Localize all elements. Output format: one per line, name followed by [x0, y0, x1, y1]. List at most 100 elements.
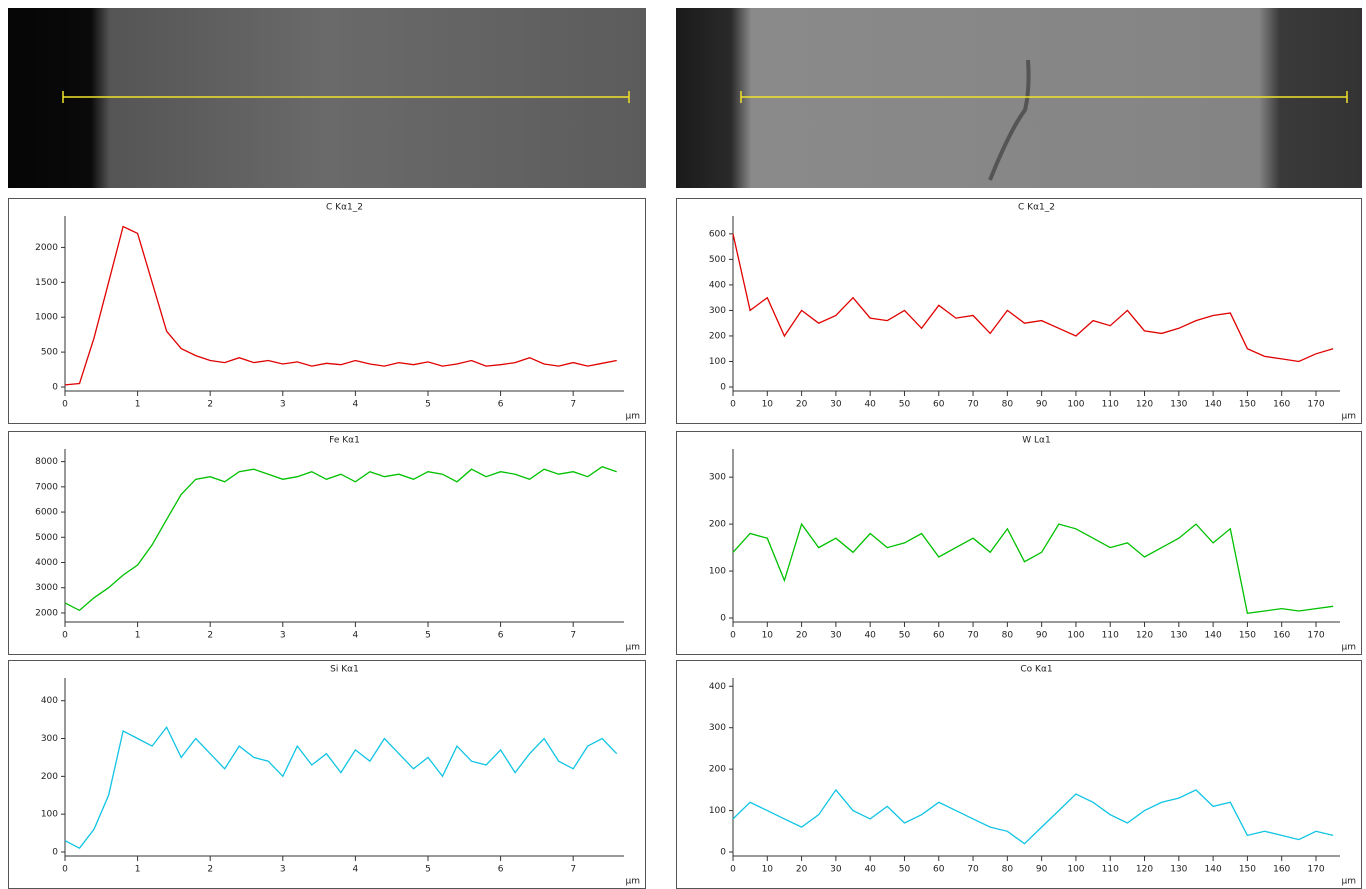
y-tick-label: 400 [709, 682, 726, 692]
x-tick-label: 110 [1102, 631, 1119, 641]
y-tick-label: 0 [720, 614, 726, 624]
y-tick-label: 2000 [35, 608, 58, 618]
x-tick-label: 2 [207, 631, 213, 641]
y-tick-label: 200 [709, 331, 726, 341]
x-tick-label: 20 [796, 400, 808, 410]
x-tick-label: 60 [933, 400, 945, 410]
x-tick-label: 3 [280, 631, 286, 641]
x-tick-label: 10 [762, 400, 774, 410]
chart-title: Si Kα1 [330, 665, 359, 675]
x-tick-label: 50 [899, 400, 911, 410]
x-tick-label: 6 [498, 400, 504, 410]
y-tick-label: 300 [709, 473, 726, 483]
x-tick-label: 150 [1239, 400, 1256, 410]
x-tick-label: 170 [1307, 631, 1324, 641]
y-tick-label: 100 [709, 567, 726, 577]
x-tick-label: 80 [1002, 865, 1014, 875]
x-tick-label: 3 [280, 865, 286, 875]
x-tick-label: 7 [570, 631, 576, 641]
x-tick-label: 40 [864, 631, 876, 641]
y-tick-label: 500 [709, 255, 726, 265]
x-tick-label: 0 [730, 400, 736, 410]
x-tick-label: 3 [280, 400, 286, 410]
chart-title: W Lα1 [1022, 436, 1050, 446]
y-tick-label: 500 [41, 348, 58, 358]
x-tick-label: 140 [1205, 400, 1222, 410]
x-tick-label: 80 [1002, 631, 1014, 641]
line [732, 788, 1334, 845]
y-tick-label: 0 [720, 848, 726, 858]
chart-title: C Kα1_2 [326, 203, 363, 213]
x-tick-label: 4 [353, 631, 359, 641]
y-tick-label: 5000 [35, 533, 58, 543]
x-axis-label: µm [626, 877, 641, 887]
y-tick-label: 0 [52, 383, 58, 393]
x-tick-label: 90 [1036, 865, 1048, 875]
x-tick-label: 40 [864, 865, 876, 875]
x-tick-label: 170 [1307, 400, 1324, 410]
panel [676, 660, 1362, 889]
sem-image-left [8, 8, 646, 188]
y-tick-label: 4000 [35, 558, 58, 568]
panel [676, 431, 1362, 655]
x-tick-label: 1 [135, 865, 141, 875]
y-tick-label: 300 [709, 306, 726, 316]
panel [8, 198, 646, 424]
x-tick-label: 2 [207, 865, 213, 875]
x-tick-label: 0 [62, 631, 68, 641]
x-tick-label: 0 [730, 631, 736, 641]
x-tick-label: 40 [864, 400, 876, 410]
x-tick-label: 20 [796, 631, 808, 641]
x-tick-label: 130 [1170, 865, 1187, 875]
x-tick-label: 20 [796, 865, 808, 875]
y-tick-label: 1500 [35, 278, 58, 288]
x-tick-label: 150 [1239, 865, 1256, 875]
x-tick-label: 10 [762, 865, 774, 875]
panel [8, 431, 646, 655]
x-axis-label: µm [626, 412, 641, 422]
x-axis-label: µm [1342, 877, 1357, 887]
x-tick-label: 110 [1102, 865, 1119, 875]
x-tick-label: 120 [1136, 400, 1153, 410]
x-tick-label: 50 [899, 865, 911, 875]
y-tick-label: 200 [41, 772, 58, 782]
panel [8, 660, 646, 889]
x-tick-label: 80 [1002, 400, 1014, 410]
x-tick-label: 6 [498, 865, 504, 875]
x-tick-label: 1 [135, 400, 141, 410]
chart-title: Fe Kα1 [329, 436, 360, 446]
y-tick-label: 200 [709, 765, 726, 775]
y-tick-label: 300 [41, 734, 58, 744]
x-tick-label: 70 [967, 865, 979, 875]
x-tick-label: 150 [1239, 631, 1256, 641]
x-tick-label: 120 [1136, 631, 1153, 641]
y-tick-label: 300 [709, 723, 726, 733]
line [64, 725, 618, 850]
y-tick-label: 7000 [35, 482, 58, 492]
line [732, 522, 1334, 615]
x-tick-label: 0 [730, 865, 736, 875]
y-tick-label: 8000 [35, 457, 58, 467]
x-tick-label: 2 [207, 400, 213, 410]
x-tick-label: 130 [1170, 631, 1187, 641]
y-tick-label: 100 [41, 810, 58, 820]
line [64, 465, 617, 612]
x-tick-label: 30 [830, 631, 842, 641]
y-tick-label: 100 [709, 357, 726, 367]
x-tick-label: 4 [353, 865, 359, 875]
y-tick-label: 0 [52, 848, 58, 858]
x-tick-label: 140 [1205, 865, 1222, 875]
x-tick-label: 70 [967, 631, 979, 641]
x-axis-label: µm [1342, 643, 1357, 653]
chart-title: C Kα1_2 [1018, 203, 1055, 213]
y-tick-label: 0 [720, 383, 726, 393]
x-tick-label: 170 [1307, 865, 1324, 875]
line [732, 233, 1334, 363]
chart-title: Co Kα1 [1020, 665, 1052, 675]
y-tick-label: 200 [709, 520, 726, 530]
x-tick-label: 60 [933, 631, 945, 641]
x-tick-label: 160 [1273, 400, 1290, 410]
x-tick-label: 70 [967, 400, 979, 410]
x-tick-label: 160 [1273, 631, 1290, 641]
